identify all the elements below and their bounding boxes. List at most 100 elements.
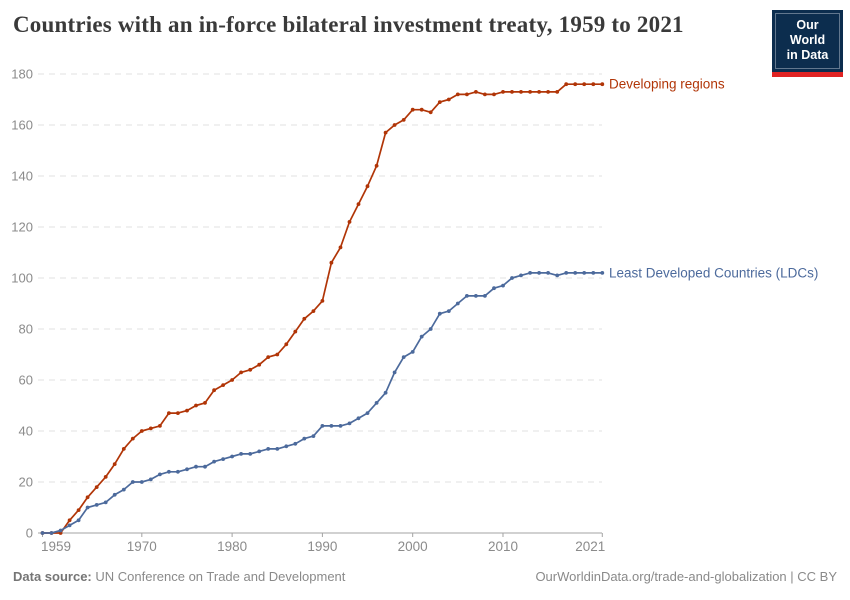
data-point-developing-regions[interactable] <box>338 245 343 250</box>
data-point-developing-regions[interactable] <box>401 118 406 122</box>
data-point-least-developed-countries-ldcs[interactable] <box>158 472 162 477</box>
data-point-developing-regions[interactable] <box>121 447 126 451</box>
data-point-least-developed-countries-ldcs[interactable] <box>293 441 298 446</box>
data-point-least-developed-countries-ldcs[interactable] <box>203 464 207 469</box>
data-point-developing-regions[interactable] <box>284 342 289 347</box>
data-point-least-developed-countries-ldcs[interactable] <box>410 350 415 354</box>
data-point-developing-regions[interactable] <box>392 123 397 127</box>
data-point-least-developed-countries-ldcs[interactable] <box>103 500 108 505</box>
data-point-developing-regions[interactable] <box>528 90 532 94</box>
data-point-least-developed-countries-ldcs[interactable] <box>347 421 352 426</box>
data-point-developing-regions[interactable] <box>437 100 442 104</box>
data-point-developing-regions[interactable] <box>428 110 433 115</box>
data-point-developing-regions[interactable] <box>320 299 325 303</box>
data-point-least-developed-countries-ldcs[interactable] <box>94 503 99 507</box>
data-point-developing-regions[interactable] <box>455 92 460 97</box>
data-point-least-developed-countries-ldcs[interactable] <box>85 505 90 510</box>
data-point-least-developed-countries-ldcs[interactable] <box>419 334 424 339</box>
data-point-least-developed-countries-ldcs[interactable] <box>591 271 596 275</box>
data-point-developing-regions[interactable] <box>474 90 478 94</box>
data-point-developing-regions[interactable] <box>230 378 235 382</box>
data-point-developing-regions[interactable] <box>85 495 90 500</box>
data-point-developing-regions[interactable] <box>510 90 514 94</box>
data-point-developing-regions[interactable] <box>446 97 451 102</box>
data-point-developing-regions[interactable] <box>302 316 307 321</box>
data-point-developing-regions[interactable] <box>582 82 587 87</box>
data-point-least-developed-countries-ldcs[interactable] <box>392 370 397 375</box>
data-point-developing-regions[interactable] <box>573 82 578 87</box>
data-point-developing-regions[interactable] <box>112 462 117 466</box>
series-end-label-developing-regions[interactable]: Developing regions <box>609 77 725 92</box>
data-point-developing-regions[interactable] <box>257 362 262 367</box>
data-point-developing-regions[interactable] <box>555 90 560 94</box>
data-point-developing-regions[interactable] <box>148 426 153 431</box>
data-point-least-developed-countries-ldcs[interactable] <box>167 469 171 474</box>
data-point-developing-regions[interactable] <box>537 90 541 94</box>
data-point-least-developed-countries-ldcs[interactable] <box>555 273 560 278</box>
data-point-developing-regions[interactable] <box>194 403 198 408</box>
data-point-least-developed-countries-ldcs[interactable] <box>546 271 550 275</box>
data-point-developing-regions[interactable] <box>94 485 99 489</box>
data-point-least-developed-countries-ldcs[interactable] <box>112 492 117 497</box>
data-point-developing-regions[interactable] <box>329 260 334 265</box>
data-point-least-developed-countries-ldcs[interactable] <box>67 523 72 528</box>
data-point-least-developed-countries-ldcs[interactable] <box>437 311 442 316</box>
data-point-developing-regions[interactable] <box>139 429 144 433</box>
data-point-developing-regions[interactable] <box>591 82 596 87</box>
data-point-developing-regions[interactable] <box>546 90 550 94</box>
data-point-developing-regions[interactable] <box>419 107 424 112</box>
data-point-least-developed-countries-ldcs[interactable] <box>176 469 180 474</box>
data-point-least-developed-countries-ldcs[interactable] <box>365 411 370 415</box>
data-point-least-developed-countries-ldcs[interactable] <box>121 487 126 492</box>
data-point-least-developed-countries-ldcs[interactable] <box>148 477 153 482</box>
data-point-least-developed-countries-ldcs[interactable] <box>483 294 487 298</box>
data-point-developing-regions[interactable] <box>266 355 271 359</box>
owid-url-license[interactable]: OurWorldinData.org/trade-and-globalizati… <box>535 569 837 584</box>
data-point-least-developed-countries-ldcs[interactable] <box>58 528 63 533</box>
data-point-least-developed-countries-ldcs[interactable] <box>329 424 334 428</box>
data-point-developing-regions[interactable] <box>239 370 244 375</box>
data-point-least-developed-countries-ldcs[interactable] <box>194 464 198 469</box>
data-point-developing-regions[interactable] <box>519 90 523 94</box>
data-point-developing-regions[interactable] <box>600 82 605 87</box>
data-point-least-developed-countries-ldcs[interactable] <box>49 531 54 535</box>
data-point-least-developed-countries-ldcs[interactable] <box>519 273 523 278</box>
data-point-least-developed-countries-ldcs[interactable] <box>302 436 307 441</box>
data-point-least-developed-countries-ldcs[interactable] <box>374 401 379 405</box>
data-point-developing-regions[interactable] <box>410 107 415 112</box>
data-point-least-developed-countries-ldcs[interactable] <box>356 416 361 421</box>
data-point-developing-regions[interactable] <box>564 82 569 87</box>
data-point-developing-regions[interactable] <box>501 90 505 94</box>
series-end-label-least-developed-countries-ldcs[interactable]: Least Developed Countries (LDCs) <box>609 265 818 280</box>
data-point-least-developed-countries-ldcs[interactable] <box>465 294 469 298</box>
owid-logo[interactable]: Our World in Data <box>772 10 843 77</box>
data-point-least-developed-countries-ldcs[interactable] <box>221 457 226 461</box>
data-point-developing-regions[interactable] <box>76 508 81 512</box>
data-point-least-developed-countries-ldcs[interactable] <box>474 294 478 298</box>
data-point-developing-regions[interactable] <box>212 388 217 393</box>
data-point-developing-regions[interactable] <box>347 220 352 224</box>
data-point-least-developed-countries-ldcs[interactable] <box>257 449 262 454</box>
data-point-least-developed-countries-ldcs[interactable] <box>600 271 605 275</box>
data-point-developing-regions[interactable] <box>67 518 72 523</box>
data-point-developing-regions[interactable] <box>293 329 298 334</box>
data-point-least-developed-countries-ldcs[interactable] <box>428 327 433 331</box>
data-point-least-developed-countries-ldcs[interactable] <box>212 459 217 464</box>
data-point-developing-regions[interactable] <box>103 475 108 479</box>
data-point-developing-regions[interactable] <box>356 202 361 207</box>
data-point-least-developed-countries-ldcs[interactable] <box>130 480 135 484</box>
data-point-least-developed-countries-ldcs[interactable] <box>139 480 144 484</box>
data-point-least-developed-countries-ldcs[interactable] <box>320 424 325 428</box>
data-point-least-developed-countries-ldcs[interactable] <box>501 283 505 288</box>
data-point-developing-regions[interactable] <box>130 436 135 441</box>
data-point-least-developed-countries-ldcs[interactable] <box>564 271 569 275</box>
data-point-developing-regions[interactable] <box>176 411 180 415</box>
data-point-least-developed-countries-ldcs[interactable] <box>510 276 514 280</box>
series-line-developing-regions[interactable] <box>41 83 604 534</box>
data-point-developing-regions[interactable] <box>483 92 487 97</box>
data-point-least-developed-countries-ldcs[interactable] <box>266 447 271 451</box>
data-point-developing-regions[interactable] <box>185 408 189 413</box>
data-point-least-developed-countries-ldcs[interactable] <box>76 518 81 523</box>
series-line-least-developed-countries-ldcs[interactable] <box>41 272 604 534</box>
data-point-developing-regions[interactable] <box>374 163 379 168</box>
